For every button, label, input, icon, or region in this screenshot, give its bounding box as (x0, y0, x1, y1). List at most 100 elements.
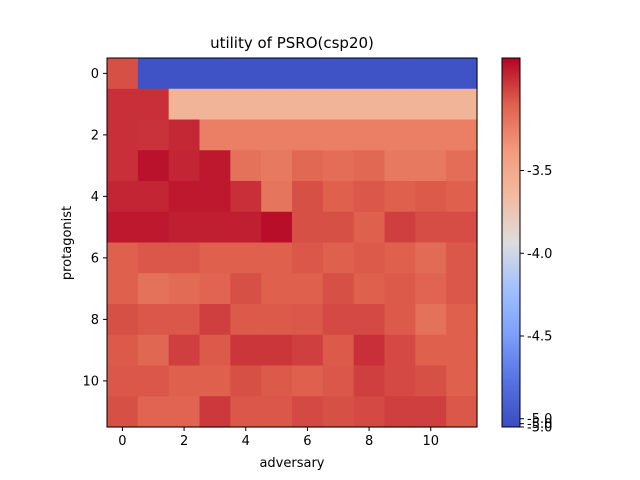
heatmap-cell (261, 273, 293, 305)
heatmap-cell (384, 273, 416, 305)
heatmap-cell (322, 181, 355, 213)
x-tick-label: 4 (242, 434, 250, 449)
heatmap-cell (199, 150, 231, 182)
heatmap-cell (107, 119, 139, 151)
heatmap-cell (107, 396, 139, 428)
y-axis-ticks: 0 2 4 6 8 10 (82, 67, 107, 389)
heatmap-cell (107, 58, 139, 90)
heatmap-cell (168, 334, 201, 367)
colorbar-tick-label: -4.5 (527, 329, 552, 344)
y-tick-label: 8 (91, 313, 99, 328)
colorbar-tick-label: -5.0 (527, 412, 552, 427)
colorbar-ticks: -3.5 -4.0 -4.5 -5.0-5.0-5.0 (520, 164, 552, 436)
y-tick-label: 0 (91, 67, 99, 82)
heatmap-cell (292, 365, 324, 397)
heatmap-cell (230, 273, 262, 305)
heatmap-cell (261, 396, 293, 428)
heatmap-cell (199, 88, 231, 121)
heatmap-cell (446, 334, 478, 367)
heatmap-cell (384, 365, 416, 397)
y-tick-label: 2 (91, 128, 99, 143)
heatmap-cell (199, 58, 231, 90)
heatmap-cell (230, 150, 262, 182)
heatmap-cell (292, 211, 324, 244)
heatmap-cell (168, 242, 201, 274)
heatmap-cell (353, 334, 386, 367)
heatmap-cell (107, 150, 139, 182)
colorbar (501, 57, 521, 428)
heatmap-cell (168, 396, 201, 428)
heatmap-cell (353, 242, 386, 274)
heatmap-cell (415, 88, 447, 121)
heatmap-cell (230, 334, 262, 367)
heatmap-cell (384, 119, 416, 151)
heatmap-cell (322, 119, 355, 151)
heatmap-cell (322, 211, 355, 244)
x-tick-label: 6 (303, 434, 311, 449)
heatmap-cell (168, 273, 201, 305)
heatmap-cell (292, 181, 324, 213)
heatmap-cell (322, 150, 355, 182)
heatmap-cell (292, 334, 324, 367)
x-axis-label: adversary (259, 456, 324, 471)
heatmap-cell (230, 304, 262, 336)
heatmap-cell (415, 150, 447, 182)
heatmap-cell (168, 119, 201, 151)
heatmap-cell (107, 88, 139, 121)
heatmap-cell (261, 58, 293, 90)
heatmap-cell (261, 119, 293, 151)
colorbar-tick-label: -5.0 (527, 417, 552, 432)
heatmap-cell (384, 150, 416, 182)
heatmap-cell (230, 242, 262, 274)
heatmap-cell (353, 119, 386, 151)
heatmap-cell (446, 119, 478, 151)
heatmap-cell (168, 304, 201, 336)
heatmap-cell (261, 181, 293, 213)
heatmap-cell (353, 211, 386, 244)
heatmap-cell (292, 58, 324, 90)
heatmap-cell (322, 396, 355, 428)
heatmap-cell (353, 58, 386, 90)
heatmap-cell (107, 334, 139, 367)
x-axis-ticks: 0 2 4 6 8 10 (118, 427, 439, 449)
heatmap-cell (261, 334, 293, 367)
heatmap-cell (107, 211, 139, 244)
heatmap-cell (446, 242, 478, 274)
heatmap-cell (168, 365, 201, 397)
heatmap-cell (168, 150, 201, 182)
heatmap-cell (137, 242, 170, 274)
heatmap-cell (137, 181, 170, 213)
heatmap-cell (353, 396, 386, 428)
heatmap-cell (168, 181, 201, 213)
heatmap-cell (292, 150, 324, 182)
heatmap-cell (353, 273, 386, 305)
y-tick-label: 4 (91, 190, 99, 205)
heatmap-cell (384, 396, 416, 428)
heatmap-cell (353, 304, 386, 336)
heatmap-cells (107, 58, 478, 428)
heatmap-cell (230, 88, 262, 121)
heatmap-cell (415, 181, 447, 213)
heatmap-cell (137, 396, 170, 428)
heatmap-cell (322, 304, 355, 336)
heatmap-cell (446, 304, 478, 336)
heatmap-cell (199, 242, 231, 274)
heatmap-cell (230, 181, 262, 213)
heatmap-cell (168, 211, 201, 244)
heatmap-cell (322, 58, 355, 90)
heatmap-cell (415, 58, 447, 90)
heatmap-cell (322, 334, 355, 367)
heatmap-cell (446, 181, 478, 213)
heatmap-cell (322, 273, 355, 305)
heatmap-cell (199, 181, 231, 213)
heatmap-cell (199, 273, 231, 305)
heatmap-cell (261, 365, 293, 397)
heatmap-cell (137, 88, 170, 121)
heatmap-cell (107, 242, 139, 274)
colorbar-tick-label: -4.0 (527, 247, 552, 262)
heatmap-cell (292, 304, 324, 336)
heatmap-cell (137, 58, 170, 90)
heatmap-cell (137, 273, 170, 305)
heatmap-cell (353, 365, 386, 397)
